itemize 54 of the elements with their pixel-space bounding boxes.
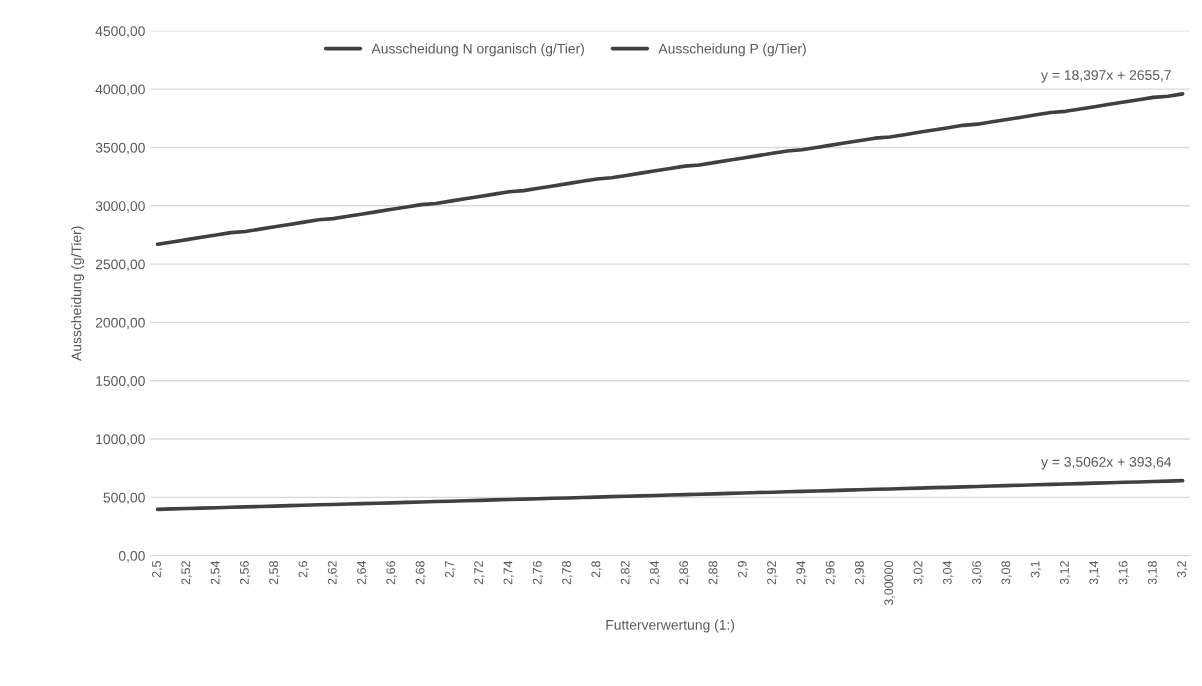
annotation: y = 3,5062x + 393,64 bbox=[1041, 456, 1172, 470]
x-tick-label: 2,76 bbox=[532, 561, 544, 585]
y-tick-label: 0,00 bbox=[118, 550, 145, 563]
line-series bbox=[155, 478, 1185, 512]
x-tick-label: 2,92 bbox=[767, 561, 778, 585]
x-tick-label: 2,72 bbox=[474, 561, 485, 585]
y-tick-label: 500,00 bbox=[103, 492, 145, 505]
x-tick-label: 2,62 bbox=[327, 561, 339, 585]
x-tick-label: 2,84 bbox=[649, 560, 661, 585]
x-tick-label: 3,12 bbox=[1060, 561, 1071, 585]
x-tick-label: 2,86 bbox=[679, 561, 690, 585]
x-tick-label: 3,00000 bbox=[884, 561, 895, 606]
x-tick-label: 2,96 bbox=[825, 561, 837, 585]
x-tick-label: 2,94 bbox=[796, 560, 807, 585]
x-tick-label: 3,06 bbox=[972, 561, 983, 585]
x-tick-label: 2,8 bbox=[591, 561, 602, 578]
x-tick-label: 3,04 bbox=[942, 560, 954, 585]
x-tick-label: 2,64 bbox=[357, 560, 368, 585]
x-tick-label: 2,7 bbox=[444, 561, 456, 578]
x-tick-label: 3,14 bbox=[1089, 560, 1100, 585]
x-tick-label: 2,68 bbox=[415, 561, 426, 585]
legend-label: Ausscheidung N organisch (g/Tier) bbox=[371, 43, 584, 57]
x-tick-label: 2,66 bbox=[386, 561, 397, 585]
y-tick-label: 2500,00 bbox=[95, 259, 145, 271]
x-tick-label: 2,9 bbox=[737, 561, 749, 578]
x-tick-label: 2,82 bbox=[620, 561, 632, 585]
x-tick-label: 3,2 bbox=[1177, 561, 1188, 578]
x-tick-label: 2,88 bbox=[708, 561, 719, 585]
y-tick-label: 4000,00 bbox=[95, 84, 145, 96]
x-tick-label: 3,16 bbox=[1118, 561, 1129, 585]
x-tick-label: 3,1 bbox=[1030, 561, 1042, 578]
line-series bbox=[155, 92, 1185, 247]
annotation: y = 18,397x + 2655,7 bbox=[1041, 70, 1171, 83]
x-tick-label: 2,58 bbox=[269, 561, 280, 585]
x-tick-label: 2,5 bbox=[152, 561, 163, 578]
x-axis-title: Futterverwertung (1:) bbox=[606, 619, 735, 633]
x-tick-label: 3,02 bbox=[913, 561, 924, 585]
y-tick-label: 4500,00 bbox=[95, 26, 145, 38]
y-axis-title: Ausscheidung (g/Tier) bbox=[71, 226, 85, 361]
y-tick-label: 1500,00 bbox=[96, 376, 145, 388]
y-tick-label: 1000,00 bbox=[96, 434, 145, 446]
x-tick-label: 2,98 bbox=[854, 561, 866, 585]
y-tick-label: 3000,00 bbox=[95, 201, 145, 213]
x-tick-label: 2,56 bbox=[239, 561, 251, 585]
x-tick-label: 3,08 bbox=[1001, 561, 1012, 585]
x-tick-label: 3,18 bbox=[1147, 561, 1159, 585]
y-tick-label: 2000,00 bbox=[95, 317, 145, 330]
x-tick-label: 2,52 bbox=[181, 561, 192, 585]
y-tick-label: 3500,00 bbox=[95, 142, 145, 155]
x-tick-label: 2,74 bbox=[503, 560, 514, 585]
x-tick-label: 2,54 bbox=[210, 560, 221, 585]
legend-label: Ausscheidung P (g/Tier) bbox=[658, 43, 806, 57]
x-tick-label: 2,78 bbox=[562, 561, 573, 585]
x-tick-label: 2,6 bbox=[298, 561, 309, 578]
